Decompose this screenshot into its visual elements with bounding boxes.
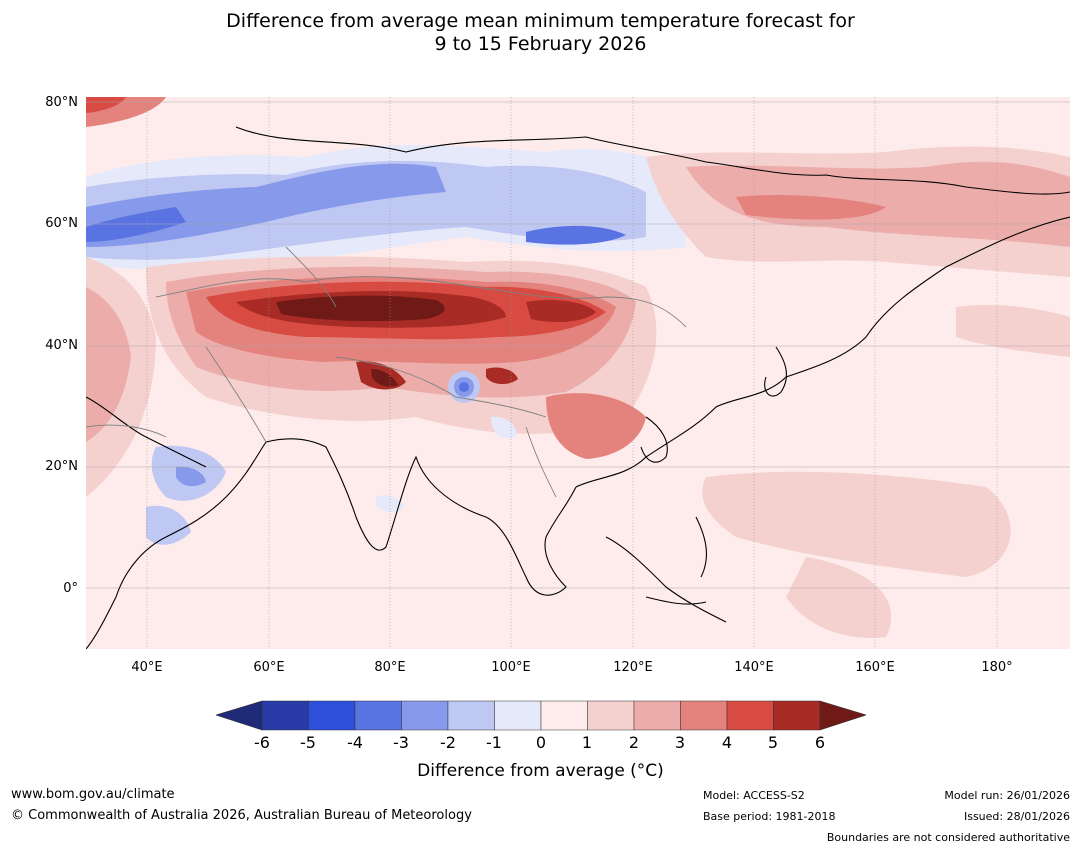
lon-label-80e: 80°E bbox=[374, 660, 406, 675]
colorbar-tick: -3 bbox=[393, 733, 409, 752]
colorbar-cell bbox=[680, 700, 728, 731]
colorbar-tick: 3 bbox=[674, 733, 686, 752]
colorbar-tick: 4 bbox=[721, 733, 733, 752]
colorbar-cell bbox=[261, 700, 309, 731]
base-period: Base period: 1981-2018 bbox=[703, 810, 836, 823]
colorbar-cell bbox=[726, 700, 774, 731]
anomaly-map bbox=[86, 97, 1070, 649]
colorbar-cell bbox=[494, 700, 542, 731]
colorbar-tick: -1 bbox=[486, 733, 502, 752]
website-link[interactable]: www.bom.gov.au/climate bbox=[11, 787, 175, 802]
colorbar-tick: -4 bbox=[347, 733, 363, 752]
colorbar-cell bbox=[773, 700, 821, 731]
lat-label-80n: 80°N bbox=[45, 95, 78, 110]
lon-label-180: 180° bbox=[981, 660, 1013, 675]
lon-label-60e: 60°E bbox=[253, 660, 285, 675]
model-run: Model run: 26/01/2026 bbox=[944, 789, 1070, 802]
colorbar-tick: 6 bbox=[814, 733, 826, 752]
lon-label-120e: 120°E bbox=[613, 660, 653, 675]
lon-label-100e: 100°E bbox=[491, 660, 531, 675]
colorbar-tick: 1 bbox=[581, 733, 593, 752]
lat-label-40n: 40°N bbox=[45, 338, 78, 353]
colorbar-tick: 5 bbox=[767, 733, 779, 752]
boundary-disclaimer: Boundaries are not considered authoritat… bbox=[826, 831, 1070, 844]
model-name: Model: ACCESS-S2 bbox=[703, 789, 805, 802]
colorbar-cell bbox=[540, 700, 588, 731]
colorbar-tick: -5 bbox=[300, 733, 316, 752]
colorbar-ticks: -6 -5 -4 -3 -2 -1 0 1 2 3 4 5 6 bbox=[0, 733, 1081, 753]
lon-label-160e: 160°E bbox=[855, 660, 895, 675]
map-title-line1: Difference from average mean minimum tem… bbox=[226, 10, 855, 32]
colorbar-cell bbox=[308, 700, 356, 731]
colorbar-cell bbox=[354, 700, 402, 731]
colorbar-extend-low bbox=[216, 700, 263, 731]
lon-label-140e: 140°E bbox=[734, 660, 774, 675]
copyright-text: © Commonwealth of Australia 2026, Austra… bbox=[11, 808, 472, 823]
colorbar-cells bbox=[216, 700, 866, 731]
map-title: Difference from average mean minimum tem… bbox=[0, 10, 1081, 56]
lat-label-0: 0° bbox=[63, 581, 78, 596]
colorbar bbox=[216, 700, 866, 731]
colorbar-cell bbox=[587, 700, 635, 731]
colorbar-cell bbox=[401, 700, 449, 731]
map-title-line2: 9 to 15 February 2026 bbox=[434, 33, 647, 55]
lat-label-20n: 20°N bbox=[45, 459, 78, 474]
colorbar-tick: 2 bbox=[628, 733, 640, 752]
colorbar-cell bbox=[633, 700, 681, 731]
colorbar-tick: 0 bbox=[535, 733, 547, 752]
colorbar-tick: -6 bbox=[254, 733, 270, 752]
lon-label-40e: 40°E bbox=[131, 660, 163, 675]
colorbar-label: Difference from average (°C) bbox=[417, 761, 664, 781]
colorbar-tick: -2 bbox=[440, 733, 456, 752]
colorbar-cell bbox=[447, 700, 495, 731]
lat-label-60n: 60°N bbox=[45, 216, 78, 231]
colorbar-extend-high bbox=[819, 700, 866, 731]
issued-date: Issued: 28/01/2026 bbox=[963, 810, 1070, 823]
anomaly-map-graphic bbox=[86, 97, 1070, 649]
